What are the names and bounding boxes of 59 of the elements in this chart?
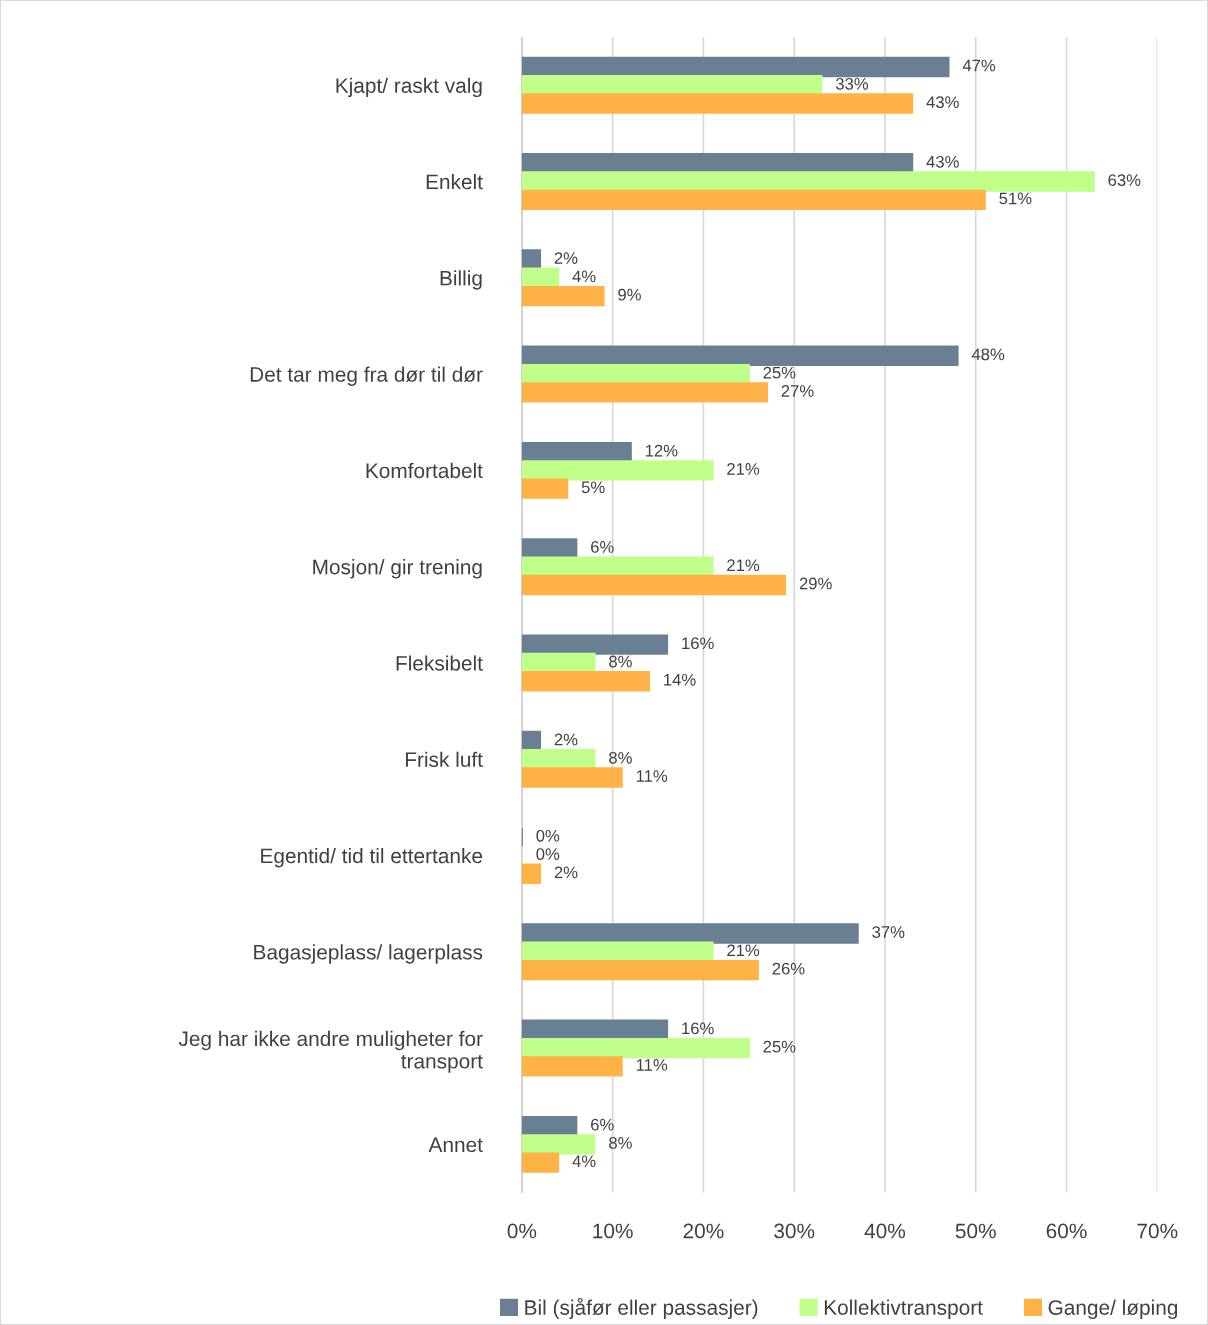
data-label: 11% <box>636 770 668 782</box>
data-label: 25% <box>763 366 796 379</box>
data-label: 48% <box>971 348 1005 361</box>
data-label: 21% <box>727 944 760 957</box>
data-label: 29% <box>799 577 832 590</box>
data-label: 33% <box>835 77 869 90</box>
data-label: 4% <box>572 1155 596 1168</box>
data-label: 8% <box>609 751 632 764</box>
data-label: 0% <box>536 848 560 860</box>
data-label: 12% <box>645 444 678 457</box>
data-label: 11% <box>636 1059 668 1071</box>
data-label: 5% <box>581 481 605 494</box>
data-label: 43% <box>926 155 959 168</box>
x-tick-label: 30% <box>774 1223 815 1239</box>
y-tick-label: Frisk luft <box>405 751 483 767</box>
x-tick-label: 40% <box>864 1223 906 1239</box>
x-tick-label: 10% <box>593 1223 633 1239</box>
y-tick-label: Bagasjeplass/ lagerplass <box>254 944 483 964</box>
y-tick-label: Jeg har ikke andre muligheter for transport <box>178 1030 483 1073</box>
data-label: 27% <box>781 385 814 397</box>
y-tick-label: Det tar meg fra dør til dør <box>250 366 483 386</box>
y-tick-label: Billig <box>440 270 482 290</box>
x-tick-label: 20% <box>683 1223 724 1239</box>
y-tick-label: Annet <box>428 1137 483 1153</box>
x-tick-label: 60% <box>1046 1223 1087 1239</box>
legend-label: Gange/ løping <box>1048 1299 1178 1320</box>
data-label: 0% <box>536 829 560 842</box>
y-tick-label: Kjapt/ raskt valg <box>336 77 482 98</box>
data-label: 63% <box>1108 174 1141 186</box>
x-tick-label: 70% <box>1137 1223 1178 1239</box>
data-label: 6% <box>591 541 614 553</box>
x-tick-label: 0% <box>507 1223 537 1239</box>
y-tick-label: Mosjon/ gir trening <box>313 559 482 579</box>
data-label: 16% <box>682 637 714 650</box>
y-tick-label: Komfortabelt <box>366 462 483 479</box>
data-label: 14% <box>664 673 696 686</box>
legend-label: Kollektivtransport <box>824 1299 983 1320</box>
x-tick-label: 50% <box>955 1223 996 1239</box>
data-label: 2% <box>554 866 578 879</box>
data-label: 16% <box>682 1022 714 1035</box>
data-label: 4% <box>572 270 596 283</box>
y-tick-label: Enkelt <box>426 173 483 190</box>
data-label: 25% <box>763 1040 796 1053</box>
data-label: 8% <box>609 1137 632 1149</box>
legend-label: Bil (sjåfør eller passasjer) <box>525 1297 758 1320</box>
data-label: 8% <box>609 655 632 668</box>
data-label: 2% <box>554 733 578 746</box>
data-label: 9% <box>618 288 641 301</box>
y-tick-label: Fleksibelt <box>396 655 483 671</box>
data-label: 43% <box>926 96 959 109</box>
y-tick-label: Egentid/ tid til ettertanke <box>261 847 483 868</box>
data-label: 47% <box>962 59 996 72</box>
data-label: 21% <box>727 463 760 475</box>
data-label: 21% <box>727 559 760 572</box>
data-label: 2% <box>554 252 578 264</box>
data-label: 37% <box>872 926 905 938</box>
data-label: 51% <box>999 192 1032 205</box>
data-label: 6% <box>591 1118 614 1131</box>
data-label: 26% <box>772 962 805 975</box>
